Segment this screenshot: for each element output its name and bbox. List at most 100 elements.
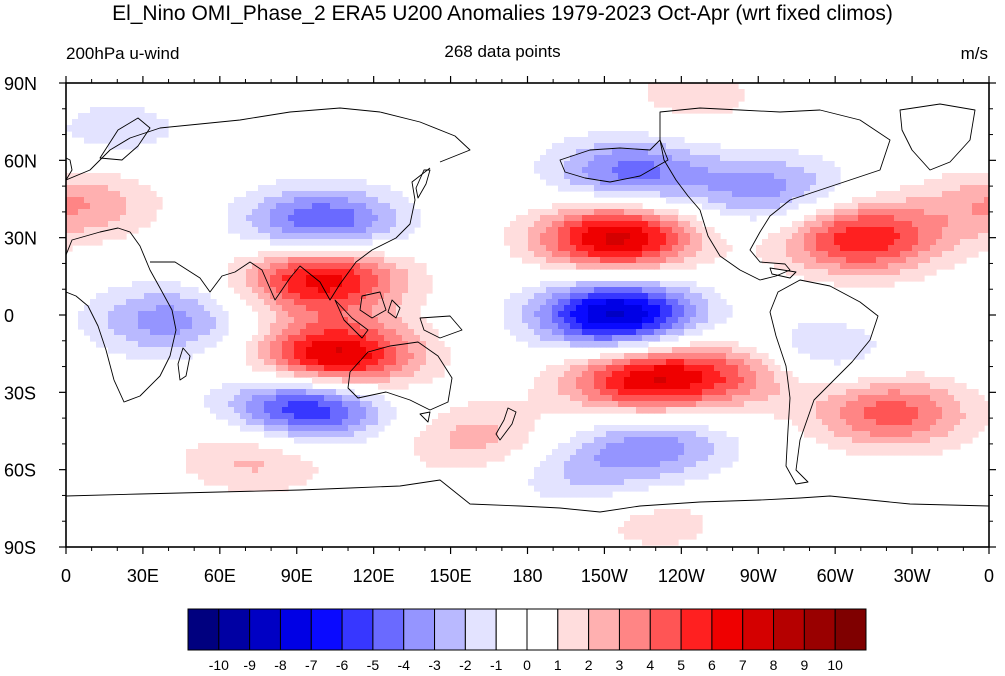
anomaly-cell xyxy=(576,137,583,144)
anomaly-cell xyxy=(438,413,445,420)
anomaly-cell xyxy=(486,431,493,438)
anomaly-cell xyxy=(336,221,343,228)
anomaly-cell xyxy=(534,383,541,390)
anomaly-cell xyxy=(282,359,289,366)
anomaly-cell xyxy=(552,371,559,378)
anomaly-cell xyxy=(840,275,847,282)
anomaly-cell xyxy=(606,233,613,240)
anomaly-cell xyxy=(366,293,373,300)
anomaly-cell xyxy=(252,275,259,282)
anomaly-cell xyxy=(396,281,403,288)
anomaly-cell xyxy=(834,215,841,222)
anomaly-cell xyxy=(642,473,649,480)
anomaly-cell xyxy=(624,353,631,360)
anomaly-cell xyxy=(366,239,373,246)
anomaly-cell xyxy=(582,485,589,492)
anomaly-cell xyxy=(576,359,583,366)
anomaly-cell xyxy=(234,257,241,264)
anomaly-cell xyxy=(96,341,103,348)
anomaly-cell xyxy=(696,449,703,456)
anomaly-cell xyxy=(816,347,823,354)
anomaly-cell xyxy=(696,161,703,168)
anomaly-cell xyxy=(786,227,793,234)
anomaly-cell xyxy=(354,269,361,276)
anomaly-cell xyxy=(546,173,553,180)
anomaly-cell xyxy=(678,317,685,324)
anomaly-cell xyxy=(318,347,325,354)
anomaly-cell xyxy=(846,275,853,282)
anomaly-cell xyxy=(204,311,211,318)
anomaly-cell xyxy=(372,377,379,384)
anomaly-cell xyxy=(738,371,745,378)
anomaly-cell xyxy=(576,377,583,384)
anomaly-cell xyxy=(606,311,613,318)
anomaly-cell xyxy=(732,389,739,396)
anomaly-cell xyxy=(228,269,235,276)
anomaly-cell xyxy=(642,401,649,408)
anomaly-cell xyxy=(366,311,373,318)
anomaly-cell xyxy=(168,329,175,336)
anomaly-cell xyxy=(492,401,499,408)
anomaly-cell xyxy=(306,305,313,312)
anomaly-cell xyxy=(330,365,337,372)
anomaly-cell xyxy=(726,383,733,390)
anomaly-cell xyxy=(432,461,439,468)
anomaly-cell xyxy=(342,305,349,312)
anomaly-cell xyxy=(906,377,913,384)
anomaly-cell xyxy=(210,389,217,396)
anomaly-cell xyxy=(912,437,919,444)
anomaly-cell xyxy=(426,287,433,294)
anomaly-cell xyxy=(582,305,589,312)
anomaly-cell xyxy=(366,257,373,264)
anomaly-cell xyxy=(342,425,349,432)
anomaly-cell xyxy=(510,221,517,228)
anomaly-cell xyxy=(864,197,871,204)
anomaly-cell xyxy=(96,107,103,114)
anomaly-cell xyxy=(672,437,679,444)
anomaly-cell xyxy=(360,287,367,294)
anomaly-cell xyxy=(600,215,607,222)
anomaly-cell xyxy=(858,275,865,282)
anomaly-cell xyxy=(186,311,193,318)
anomaly-cell xyxy=(852,209,859,216)
anomaly-cell xyxy=(804,395,811,402)
anomaly-cell xyxy=(246,197,253,204)
anomaly-cell xyxy=(738,149,745,156)
anomaly-cell xyxy=(696,107,703,114)
anomaly-cell xyxy=(594,389,601,396)
anomaly-cell xyxy=(540,293,547,300)
anomaly-cell xyxy=(72,125,79,132)
anomaly-cell xyxy=(414,347,421,354)
anomaly-cell xyxy=(90,125,97,132)
anomaly-cell xyxy=(642,377,649,384)
anomaly-cell xyxy=(228,383,235,390)
anomaly-cell xyxy=(570,155,577,162)
anomaly-cell xyxy=(900,203,907,210)
anomaly-cell xyxy=(258,263,265,270)
anomaly-cell xyxy=(720,383,727,390)
anomaly-cell xyxy=(720,155,727,162)
anomaly-cell xyxy=(552,407,559,414)
anomaly-cell xyxy=(354,281,361,288)
anomaly-cell xyxy=(570,383,577,390)
anomaly-cell xyxy=(684,407,691,414)
anomaly-cell xyxy=(180,305,187,312)
anomaly-cell xyxy=(624,293,631,300)
anomaly-cell xyxy=(804,155,811,162)
anomaly-cell xyxy=(954,425,961,432)
anomaly-cell xyxy=(246,383,253,390)
anomaly-cell xyxy=(672,395,679,402)
anomaly-cell xyxy=(798,233,805,240)
anomaly-cell xyxy=(918,377,925,384)
anomaly-cell xyxy=(954,395,961,402)
anomaly-cell xyxy=(336,311,343,318)
anomaly-cell xyxy=(642,155,649,162)
anomaly-cell xyxy=(894,239,901,246)
anomaly-cell xyxy=(552,263,559,270)
anomaly-cell xyxy=(342,329,349,336)
anomaly-cell xyxy=(750,359,757,366)
anomaly-cell xyxy=(768,191,775,198)
anomaly-cell xyxy=(684,527,691,534)
anomaly-cell xyxy=(144,209,151,216)
anomaly-cell xyxy=(732,449,739,456)
